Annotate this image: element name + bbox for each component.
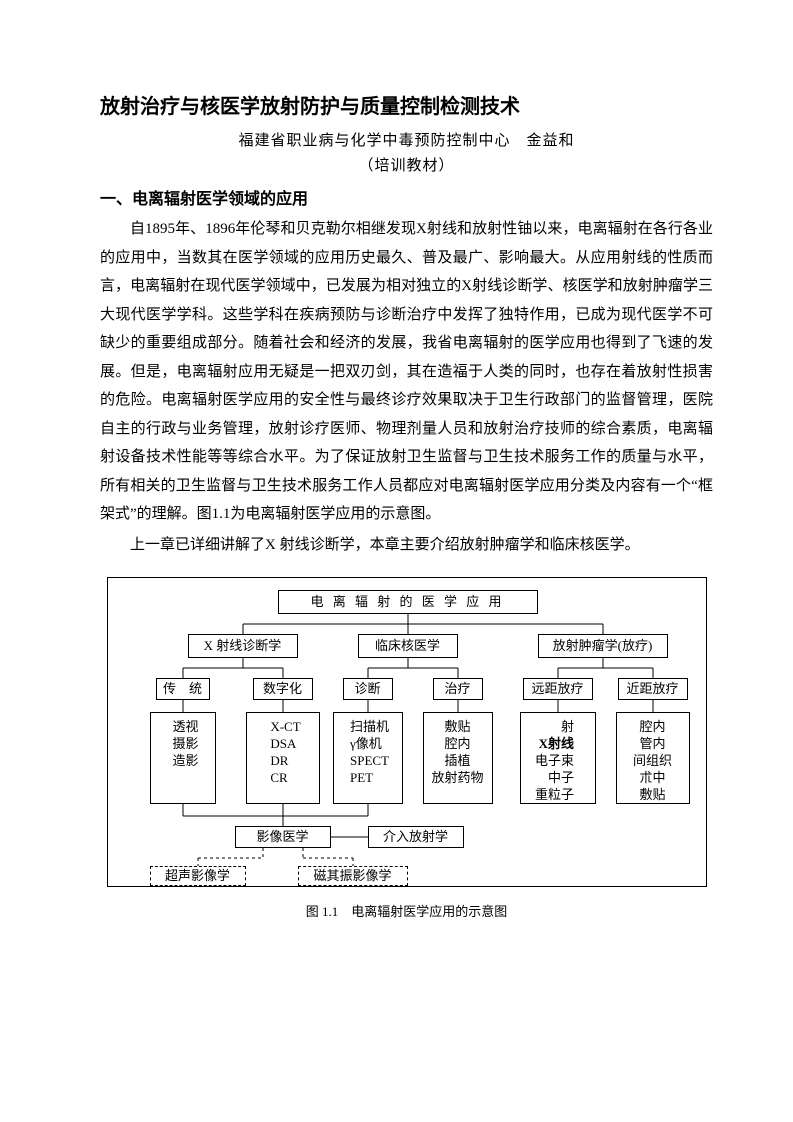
node-traditional: 传 统 [156,678,210,700]
node-intervention: 介入放射学 [368,826,464,848]
leaf-diag: 扫描机 γ像机 SPECT PET [333,712,403,804]
node-imaging: 影像医学 [235,826,331,848]
paragraph-1: 自1895年、1896年伦琴和贝克勒尔相继发现X射线和放射性铀以来，电离辐射在各… [100,215,713,529]
leaf-far-line1: 射X射线电子束中子重粒子 [535,719,574,803]
node-treatment: 治疗 [433,678,483,700]
section-heading: 一、电离辐射医学领域的应用 [100,185,713,209]
leaf-treat: 敷贴 腔内 插植 放射药物 [423,712,493,804]
node-root: 电 离 辐 射 的 医 学 应 用 [278,590,538,614]
node-far-therapy: 远距放疗 [523,678,593,700]
diagram-container: 电 离 辐 射 的 医 学 应 用 X 射线诊断学 临床核医学 放射肿瘤学(放疗… [107,577,707,920]
node-mri: 磁其振影像学 [298,866,408,886]
leaf-far: 射X射线电子束中子重粒子 [520,712,596,804]
leaf-traditional: 透视 摄影 造影 [150,712,216,804]
paragraph-2: 上一章已详细讲解了X 射线诊断学，本章主要介绍放射肿瘤学和临床核医学。 [100,531,713,560]
node-digital: 数字化 [253,678,313,700]
leaf-near: 腔内 管内 间组织 朮中 敷贴 [616,712,690,804]
page-title: 放射治疗与核医学放射防护与质量控制检测技术 [100,90,713,119]
note-line: （培训教材） [100,154,713,175]
node-xray-diag: X 射线诊断学 [188,634,298,658]
node-nuclear-med: 临床核医学 [358,634,458,658]
author-line: 福建省职业病与化学中毒预防控制中心 金益和 [100,129,713,150]
node-oncology: 放射肿瘤学(放疗) [538,634,668,658]
node-ultrasound: 超声影像学 [150,866,246,886]
leaf-digital: X-CT DSA DR CR [246,712,320,804]
node-near-therapy: 近距放疗 [618,678,688,700]
node-diagnosis: 诊断 [343,678,393,700]
figure-caption: 图 1.1 电离辐射医学应用的示意图 [107,901,707,920]
